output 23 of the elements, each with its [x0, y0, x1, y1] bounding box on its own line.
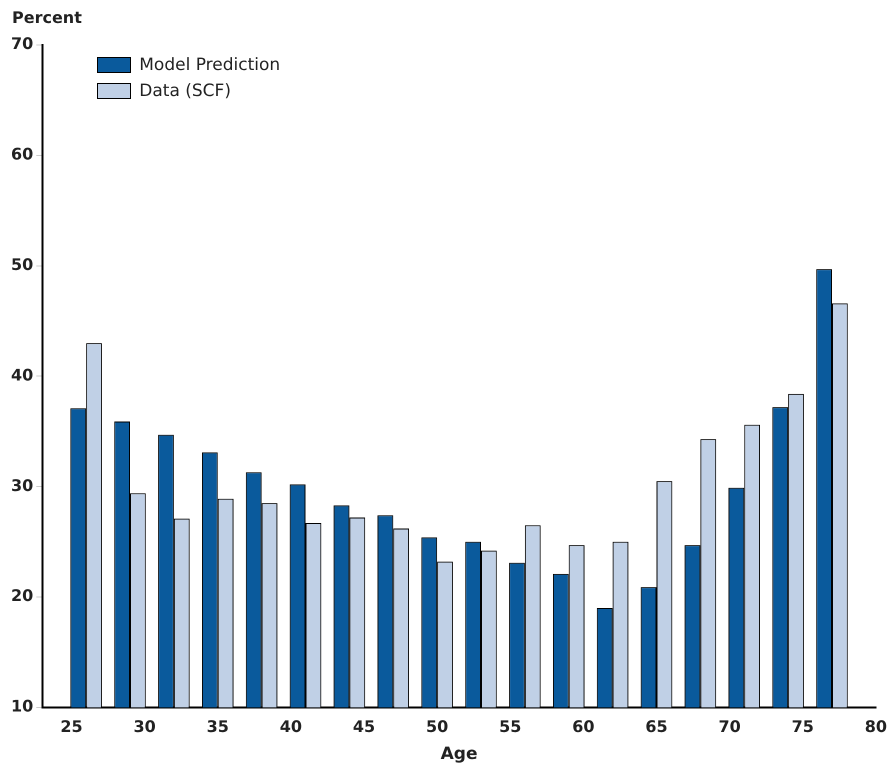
y-axis-title: Percent: [12, 8, 82, 27]
x-tick-label: 60: [572, 717, 595, 736]
legend-label: Data (SCF): [139, 81, 231, 101]
y-tick-label: 70: [11, 34, 34, 54]
x-tick-label: 55: [499, 717, 522, 736]
x-tick-label: 50: [426, 717, 448, 736]
legend-label: Model Prediction: [139, 55, 280, 75]
y-tick-label: 50: [11, 254, 34, 274]
x-axis-title: Age: [440, 744, 478, 764]
x-tick-label: 25: [60, 717, 83, 736]
x-tick-label: 80: [864, 717, 887, 736]
x-tick-label: 70: [718, 717, 741, 736]
x-tick-label: 75: [792, 717, 814, 736]
y-tick-label: 60: [11, 144, 34, 164]
x-tick-label: 35: [206, 717, 229, 736]
x-tick-label: 40: [280, 717, 302, 736]
y-tick-label: 40: [11, 365, 34, 384]
y-tick-label: 20: [11, 586, 34, 606]
y-tick-label: 30: [11, 476, 34, 495]
y-tick-label: 10: [11, 696, 34, 716]
x-tick-label: 30: [134, 717, 156, 736]
x-tick-label: 65: [645, 717, 668, 736]
x-tick-label: 45: [352, 717, 376, 736]
